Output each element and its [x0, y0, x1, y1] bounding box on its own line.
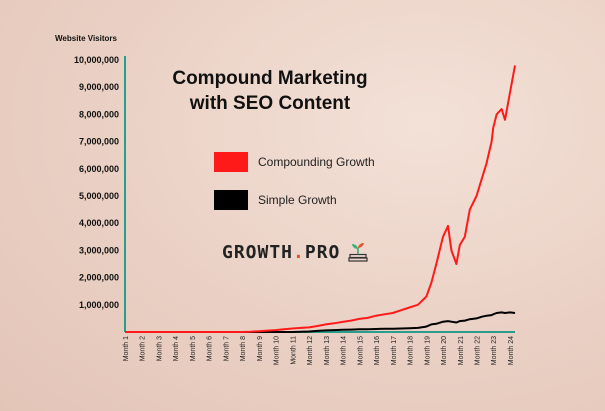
x-tick-label: Month 24: [508, 336, 515, 365]
legend-label-compounding: Compounding Growth: [258, 155, 375, 169]
x-tick-label: Month 9: [257, 336, 264, 361]
logo-text-dot: .: [293, 241, 305, 263]
x-tick-label: Month 6: [207, 336, 214, 361]
y-tick-label: 4,000,000: [79, 218, 119, 228]
x-tick-label: Month 4: [173, 336, 180, 361]
x-tick-label: Month 17: [391, 336, 398, 365]
x-tick-label: Month 22: [475, 336, 482, 365]
y-tick-label: 6,000,000: [79, 164, 119, 174]
x-tick-label: Month 8: [240, 336, 247, 361]
x-tick-label: Month 14: [341, 336, 348, 365]
x-tick-label: Month 21: [458, 336, 465, 365]
growth-pro-logo: GROWTH. PRO: [222, 238, 370, 266]
y-tick-label: 3,000,000: [79, 245, 119, 255]
x-tick-label: Month 19: [424, 336, 431, 365]
y-tick-label: 9,000,000: [79, 82, 119, 92]
chart-title-line-2: with SEO Content: [189, 93, 351, 114]
y-tick-label: 10,000,000: [74, 55, 119, 65]
series-line-simple-growth: [125, 311, 516, 333]
legend-item-simple: Simple Growth: [214, 190, 337, 210]
y-tick-label: 8,000,000: [79, 109, 119, 119]
x-tick-label: Month 18: [408, 336, 415, 365]
x-tick-label: Month 12: [307, 336, 314, 365]
x-tick-label: Month 15: [357, 336, 364, 365]
x-tick-label: Month 3: [156, 336, 163, 361]
x-tick-label: Month 5: [190, 336, 197, 361]
legend-swatch-simple: [214, 190, 248, 210]
y-tick-label: 2,000,000: [79, 273, 119, 283]
legend-item-compounding: Compounding Growth: [214, 152, 375, 172]
x-tick-label: Month 10: [274, 336, 281, 365]
x-tick-label: Month 2: [140, 336, 147, 361]
series-line-compounding-growth: [125, 65, 516, 333]
x-tick-label: Month 13: [324, 336, 331, 365]
plant-on-books-icon: [348, 243, 368, 262]
x-tick-label: Month 23: [491, 336, 498, 365]
chart-title: Compound Marketing with SEO Content: [150, 66, 390, 116]
logo-text-main: GROWTH: [222, 241, 294, 263]
x-tick-label: Month 11: [290, 336, 297, 365]
y-tick-label: 1,000,000: [79, 300, 119, 310]
legend-swatch-compounding: [214, 152, 248, 172]
x-tick-label: Month 16: [374, 336, 381, 365]
y-tick-label: 7,000,000: [79, 137, 119, 147]
chart-title-line-1: Compound Marketing: [172, 68, 368, 89]
legend-label-simple: Simple Growth: [258, 193, 337, 207]
y-axis-label: Website Visitors: [55, 34, 117, 43]
logo-text-end: PRO: [304, 241, 341, 263]
y-tick-label: 5,000,000: [79, 191, 119, 201]
x-tick-label: Month 20: [441, 336, 448, 365]
x-tick-label: Month 7: [223, 336, 230, 361]
x-tick-label: Month 1: [123, 336, 130, 361]
